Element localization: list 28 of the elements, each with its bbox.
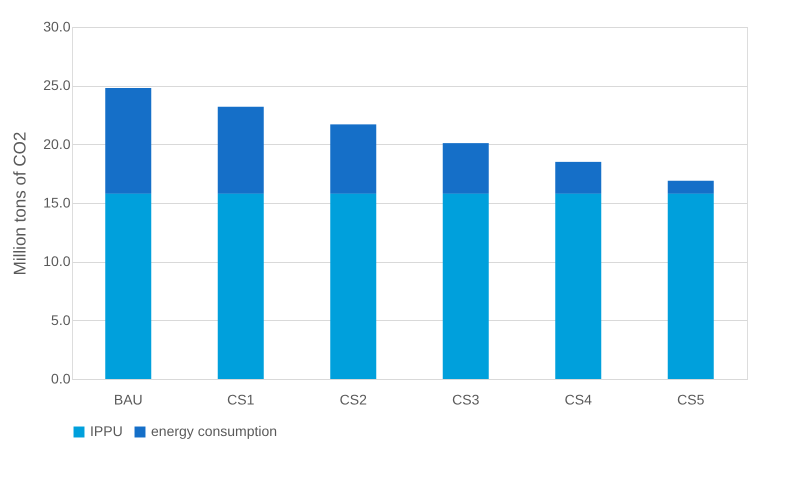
x-tick-label: BAU: [114, 392, 143, 408]
bar: [105, 194, 152, 379]
y-tick-label: 25.0: [43, 77, 71, 94]
bar: [442, 194, 489, 379]
y-tick-label: 30.0: [43, 18, 71, 34]
x-tick-label: CS3: [452, 392, 480, 408]
bar: [442, 143, 489, 194]
bar: [330, 124, 376, 194]
bar: [218, 194, 264, 379]
bar: [218, 106, 264, 194]
y-tick-label: 5.0: [51, 312, 71, 328]
legend-label: IPPU: [90, 423, 123, 439]
bar: [330, 194, 376, 379]
x-tick-label: CS1: [227, 392, 255, 408]
bar: [668, 180, 714, 194]
x-tick-label: CS4: [564, 392, 592, 408]
x-tick-label: CS2: [340, 392, 368, 408]
y-tick-label: 0.0: [51, 370, 71, 386]
bar: [668, 194, 714, 379]
x-tick-label: CS5: [677, 392, 705, 408]
y-tick-label: 15.0: [43, 194, 71, 210]
y-axis-title: Million tons of CO2: [10, 132, 30, 276]
legend-label: energy consumption: [151, 423, 278, 439]
bar: [555, 194, 602, 379]
bar: [105, 88, 152, 194]
y-tick-label: 20.0: [43, 136, 71, 152]
bar: [555, 162, 602, 194]
y-tick-label: 10.0: [43, 253, 71, 270]
